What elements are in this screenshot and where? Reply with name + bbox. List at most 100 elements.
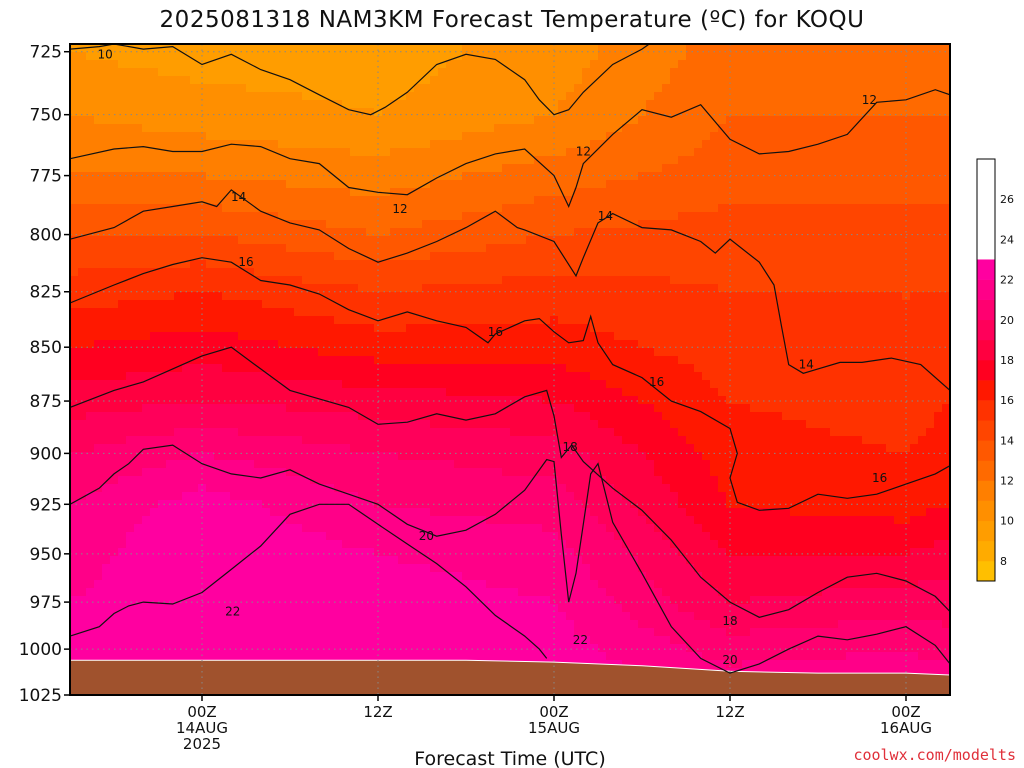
temperature-cell (118, 428, 127, 437)
temperature-cell (294, 380, 303, 389)
temperature-cell (470, 340, 479, 349)
temperature-cell (174, 580, 183, 589)
temperature-cell (550, 452, 559, 461)
temperature-cell (254, 252, 263, 261)
temperature-cell (414, 268, 423, 277)
temperature-cell (70, 220, 79, 229)
temperature-cell (366, 492, 375, 501)
temperature-cell (398, 52, 407, 61)
temperature-cell (390, 412, 399, 421)
temperature-cell (102, 252, 111, 261)
temperature-cell (302, 380, 311, 389)
temperature-cell (190, 652, 199, 661)
temperature-cell (230, 44, 239, 53)
temperature-cell (334, 76, 343, 85)
temperature-cell (358, 428, 367, 437)
temperature-cell (134, 452, 143, 461)
temperature-cell (406, 148, 415, 157)
temperature-cell (438, 468, 447, 477)
temperature-cell (254, 340, 263, 349)
temperature-cell (110, 580, 119, 589)
temperature-cell (206, 220, 215, 229)
temperature-cell (166, 316, 175, 325)
temperature-cell (446, 228, 455, 237)
temperature-cell (390, 372, 399, 381)
temperature-cell (70, 628, 79, 637)
temperature-cell (526, 212, 535, 221)
temperature-cell (294, 196, 303, 205)
temperature-cell (462, 92, 471, 101)
temperature-cell (190, 316, 199, 325)
temperature-cell (334, 172, 343, 181)
temperature-cell (302, 572, 311, 581)
temperature-cell (526, 268, 535, 277)
temperature-cell (542, 372, 551, 381)
temperature-cell (486, 548, 495, 557)
temperature-cell (94, 252, 103, 261)
temperature-cell (142, 132, 151, 141)
temperature-cell (526, 564, 535, 573)
temperature-cell (150, 636, 159, 645)
temperature-cell (350, 252, 359, 261)
temperature-cell (230, 564, 239, 573)
temperature-cell (78, 492, 87, 501)
temperature-cell (446, 420, 455, 429)
temperature-cell (230, 500, 239, 509)
temperature-cell (302, 324, 311, 333)
temperature-cell (390, 476, 399, 485)
temperature-cell (158, 228, 167, 237)
temperature-cell (190, 196, 199, 205)
temperature-cell (366, 76, 375, 85)
temperature-cell (198, 108, 207, 117)
temperature-cell (454, 148, 463, 157)
temperature-cell (310, 564, 319, 573)
temperature-cell (206, 172, 215, 181)
temperature-cell (494, 148, 503, 157)
temperature-cell (150, 156, 159, 165)
temperature-cell (158, 172, 167, 181)
temperature-cell (126, 444, 135, 453)
temperature-cell (126, 316, 135, 325)
temperature-cell (70, 516, 79, 525)
temperature-cell (390, 60, 399, 69)
temperature-cell (134, 244, 143, 253)
temperature-cell (502, 60, 511, 69)
temperature-cell (230, 372, 239, 381)
temperature-cell (174, 236, 183, 245)
temperature-cell (310, 364, 319, 373)
temperature-cell (78, 468, 87, 477)
temperature-cell (422, 364, 431, 373)
temperature-cell (206, 476, 215, 485)
temperature-cell (174, 100, 183, 109)
temperature-cell (486, 508, 495, 517)
temperature-cell (542, 412, 551, 421)
temperature-cell (86, 476, 95, 485)
temperature-cell (350, 532, 359, 541)
temperature-cell (294, 652, 303, 661)
temperature-cell (110, 516, 119, 525)
temperature-cell (190, 412, 199, 421)
temperature-cell (238, 188, 247, 197)
temperature-cell (526, 116, 535, 125)
temperature-cell (278, 100, 287, 109)
temperature-cell (166, 372, 175, 381)
temperature-cell (198, 484, 207, 493)
temperature-cell (414, 628, 423, 637)
temperature-cell (190, 588, 199, 597)
temperature-cell (166, 364, 175, 373)
temperature-cell (214, 220, 223, 229)
temperature-cell (350, 284, 359, 293)
temperature-cell (430, 308, 439, 317)
temperature-cell (206, 124, 215, 133)
temperature-cell (270, 604, 279, 613)
temperature-cell (286, 468, 295, 477)
temperature-cell (110, 164, 119, 173)
temperature-cell (230, 556, 239, 565)
temperature-cell (102, 436, 111, 445)
temperature-cell (438, 108, 447, 117)
temperature-cell (318, 444, 327, 453)
temperature-cell (334, 380, 343, 389)
temperature-cell (198, 468, 207, 477)
temperature-cell (86, 564, 95, 573)
temperature-cell (198, 92, 207, 101)
